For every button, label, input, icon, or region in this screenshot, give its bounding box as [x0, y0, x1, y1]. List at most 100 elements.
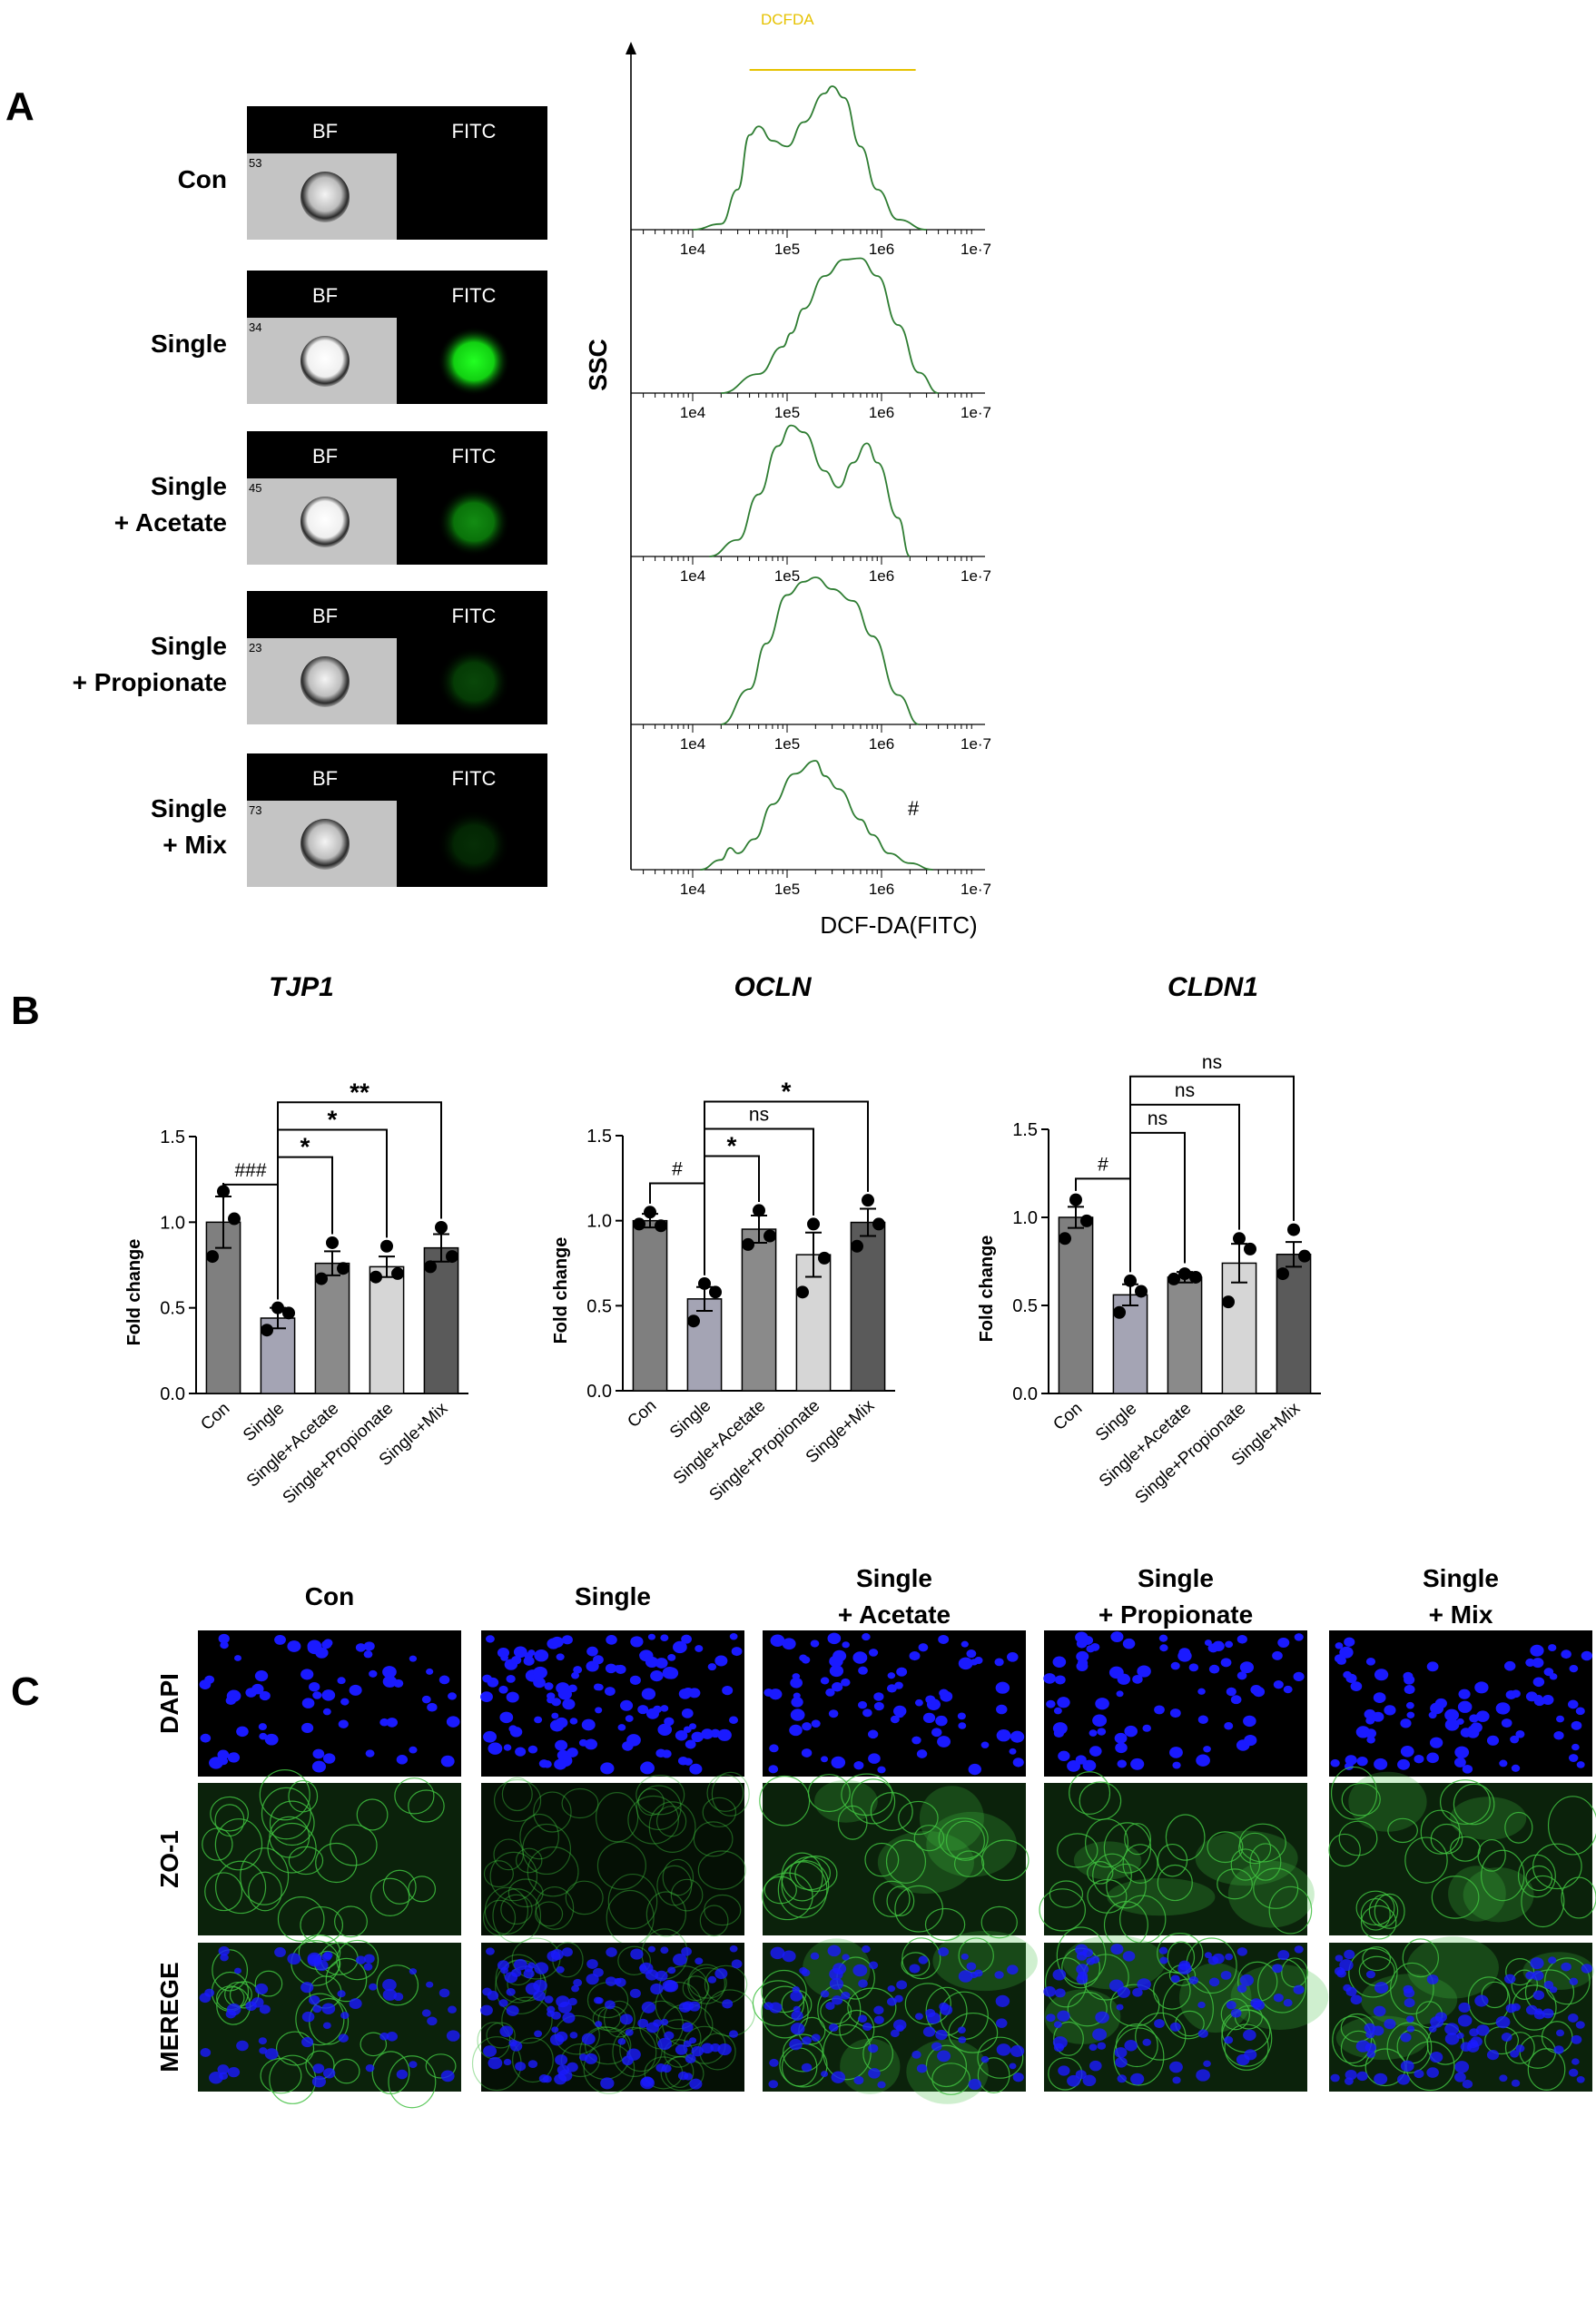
nucleus [1293, 1984, 1305, 1994]
tight-junction [924, 1907, 966, 1942]
nucleus [821, 1756, 829, 1763]
data-point [1298, 1249, 1311, 1263]
nucleus [220, 1641, 229, 1649]
micrograph-tile [1328, 1766, 1596, 1940]
nucleus [1581, 1650, 1593, 1661]
nucleus [939, 2002, 949, 2011]
fitc-cell [438, 647, 510, 716]
nucleus [615, 1664, 626, 1674]
nucleus [312, 1691, 322, 1699]
nucleus [1226, 1687, 1236, 1697]
data-point [851, 1239, 863, 1253]
tight-junction [561, 1787, 599, 1819]
nucleus [200, 2048, 212, 2057]
tight-junction [953, 1850, 985, 1877]
zo1-bright-region [1107, 1877, 1216, 1916]
y-tick-label: 1.0 [1012, 1208, 1038, 1228]
data-point [644, 1206, 656, 1219]
tight-junction [655, 1806, 687, 1837]
nucleus [661, 1749, 672, 1758]
tight-junction [645, 1891, 686, 1937]
nucleus [1372, 2025, 1384, 2036]
nucleus [1082, 1636, 1094, 1646]
nucleus [829, 1665, 844, 1678]
tight-junction [493, 1838, 524, 1871]
tight-junction [901, 1937, 941, 1980]
nucleus [862, 1945, 871, 1954]
nucleus [691, 1731, 704, 1743]
bf-cell [300, 656, 350, 707]
histogram-tick-label: 1e·7 [961, 881, 991, 898]
tight-junction [603, 2000, 635, 2038]
nucleus [681, 1946, 692, 1956]
nucleus [533, 1979, 547, 1992]
tight-junction [240, 1847, 290, 1905]
nucleus [1114, 1732, 1128, 1744]
tight-junction [977, 2057, 1010, 2093]
nucleus [868, 1649, 879, 1657]
histogram-trace-group: 1e4 1e5 1e6 1e·7 [631, 760, 991, 898]
nucleus [1244, 2049, 1257, 2061]
nucleus [573, 1666, 583, 1674]
nucleus [503, 2058, 512, 2066]
nucleus [555, 1717, 568, 1728]
tight-junction [688, 1967, 727, 1999]
data-point [1178, 1267, 1191, 1281]
nucleus [1196, 1754, 1210, 1767]
nucleus [1089, 1643, 1100, 1651]
bar [369, 1265, 405, 1394]
nucleus [662, 1667, 677, 1679]
nucleus [789, 2038, 803, 2051]
nucleus [503, 1744, 512, 1751]
tight-junction [637, 1787, 665, 1817]
nucleus [527, 1962, 536, 1969]
tight-junction [777, 1861, 828, 1918]
row-header: ZO-1 [155, 1830, 183, 1888]
nucleus [1457, 1700, 1473, 1713]
nucleus [1373, 2005, 1386, 2017]
y-axis-label: Fold change [977, 1236, 997, 1343]
histogram-tick-label: 1e6 [869, 404, 894, 421]
significance-label: * [782, 1078, 792, 1106]
nucleus [488, 2056, 503, 2070]
column-header: Single [1138, 1564, 1214, 1592]
nucleus [918, 1955, 929, 1964]
nucleus [1043, 1986, 1056, 1997]
nucleus [1089, 1955, 1100, 1964]
nucleus [731, 1959, 743, 1969]
nucleus [515, 1747, 527, 1757]
nucleus [641, 2001, 656, 2014]
tight-junction [584, 2026, 632, 2065]
row-label: Single [151, 472, 227, 500]
tight-junction [260, 2057, 302, 2094]
nucleus [887, 1672, 896, 1679]
nucleus [1089, 1746, 1102, 1757]
nucleus [857, 1700, 868, 1709]
nucleus [225, 1696, 236, 1706]
micrograph-tile [1329, 1936, 1594, 2092]
nucleus [620, 1699, 634, 1711]
tight-junction [841, 1773, 893, 1817]
nucleus [227, 1752, 241, 1763]
nucleus [1122, 1951, 1136, 1962]
nucleus [1454, 2072, 1466, 2082]
nucleus [1470, 1722, 1483, 1733]
nucleus [858, 1979, 868, 1988]
bar [632, 1219, 668, 1392]
nucleus [511, 1968, 522, 1977]
fitc-label: FITC [452, 445, 497, 468]
nucleus [218, 1945, 230, 1956]
histogram-annotation: # [908, 797, 920, 820]
nucleus [729, 1633, 738, 1640]
data-point [1233, 1232, 1246, 1246]
nucleus [483, 1730, 498, 1743]
nucleus [1569, 1664, 1579, 1673]
nucleus [852, 1651, 868, 1664]
significance-label: * [300, 1133, 310, 1161]
nucleus [857, 2014, 868, 2023]
nucleus [321, 1953, 332, 1962]
row-header: MEREGE [155, 1962, 183, 2072]
nucleus [562, 1698, 576, 1710]
nucleus [533, 1666, 547, 1679]
tight-junction [1517, 1854, 1556, 1898]
